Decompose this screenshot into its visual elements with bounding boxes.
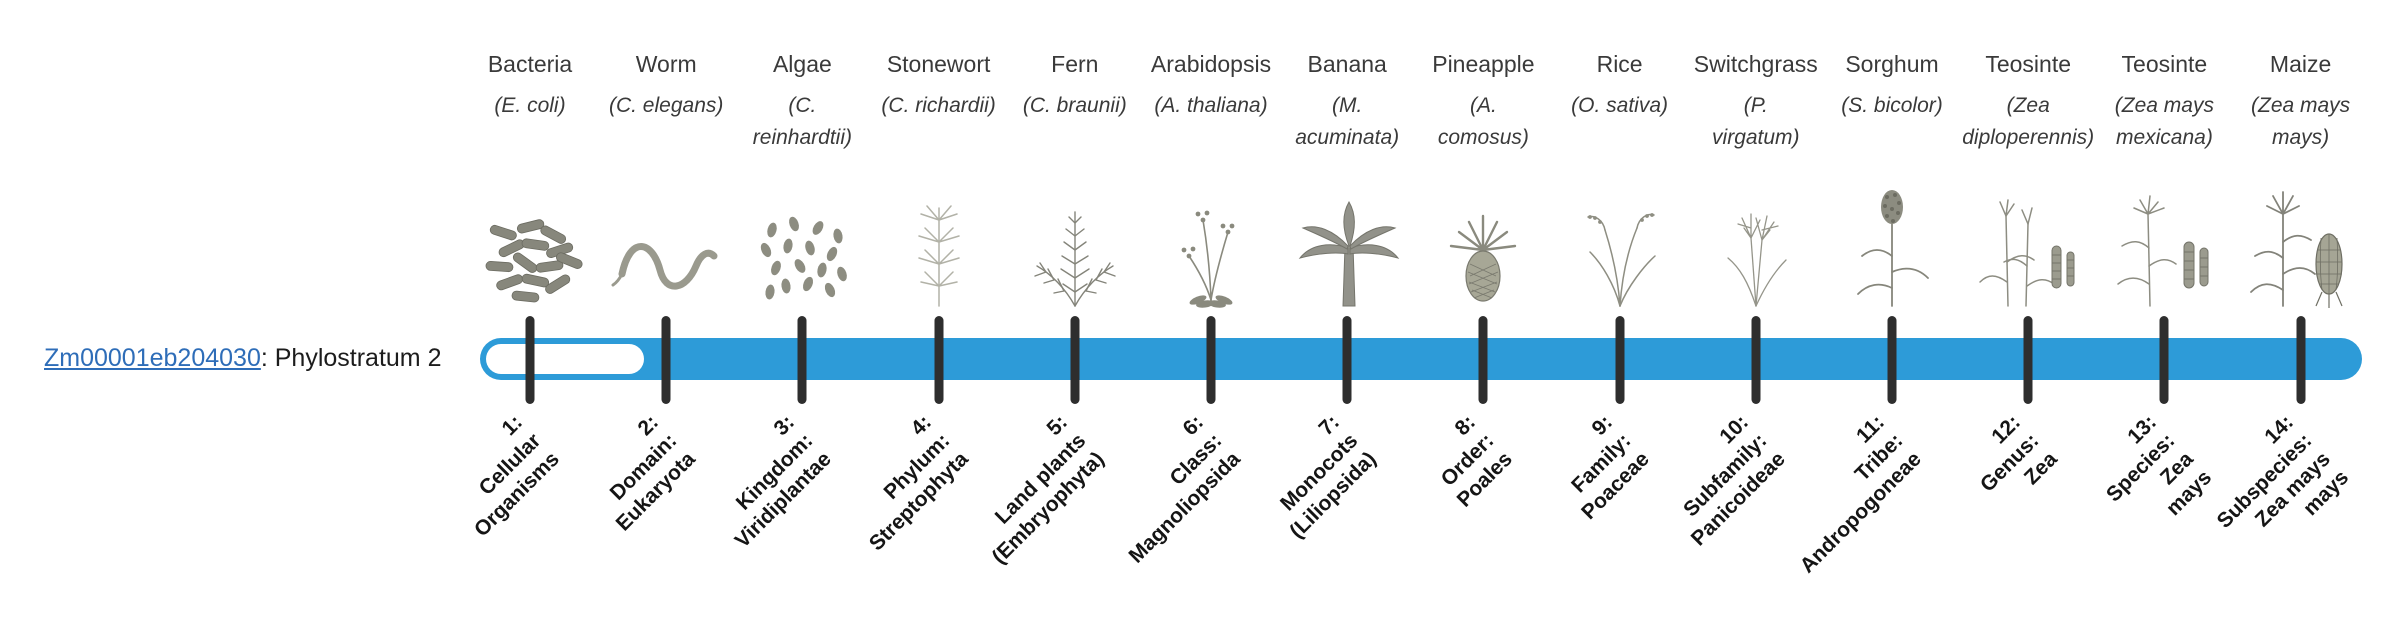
organism-scientific-name: (A. comosus) — [1398, 90, 1568, 154]
scientific-name-line: reinhardtii) — [752, 126, 852, 149]
scientific-name-line: acuminata) — [1295, 126, 1400, 149]
maize-icon — [2236, 168, 2366, 310]
scientific-name-line: (Zea mays — [2251, 94, 2351, 117]
organism-column: Switchgrass (P. virgatum) — [1671, 50, 1841, 307]
phylostratum-tick — [1342, 316, 1352, 404]
phylostratum-tick — [1070, 316, 1080, 404]
phylostratum-tick — [2296, 316, 2306, 404]
organism-scientific-name: (A. thaliana) — [1126, 90, 1296, 122]
organism-column: Bacteria (E. coli) — [445, 50, 615, 303]
organism-column: Teosinte (Zea diploperennis) — [1943, 50, 2113, 307]
sorghum-icon — [1827, 168, 1957, 310]
rice-icon — [1555, 168, 1685, 310]
bacteria-icon — [465, 168, 595, 310]
phylostratum-tick — [1615, 316, 1625, 404]
organism-common-name: Fern — [1051, 51, 1099, 77]
scientific-name-line: (P. — [1743, 94, 1768, 117]
fern-icon — [1010, 168, 1140, 310]
organism-scientific-name: (Zea mays mexicana) — [2079, 90, 2249, 154]
organism-scientific-name: (Zea diploperennis) — [1943, 90, 2113, 154]
organism-common-name: Sorghum — [1845, 51, 1939, 77]
organism-scientific-name: (E. coli) — [445, 90, 615, 122]
phylostratum-tick — [2159, 316, 2169, 404]
scientific-name-line: mexicana) — [2115, 126, 2213, 149]
scientific-name-line: (C. — [788, 94, 817, 117]
phylostratum-tick — [1751, 316, 1761, 404]
gene-phylostratum-text: : Phylostratum 2 — [260, 344, 442, 372]
organism-common-name: Teosinte — [2121, 51, 2208, 77]
scientific-name-line: (M. — [1332, 94, 1363, 117]
phylostratum-tick — [934, 316, 944, 404]
organism-scientific-name: (M. acuminata) — [1262, 90, 1432, 154]
gene-id-link[interactable]: Zm00001eb204030 — [44, 344, 261, 372]
organism-common-name: Bacteria — [487, 51, 573, 77]
organism-scientific-name: (P. virgatum) — [1671, 90, 1841, 154]
switchgrass-icon — [1691, 168, 1821, 310]
scientific-name-line: (C. richardii) — [881, 94, 996, 117]
organism-common-name: Switchgrass — [1693, 51, 1818, 77]
phylostratum-tick — [661, 316, 671, 404]
organism-common-name: Rice — [1596, 51, 1643, 77]
worm-icon — [601, 168, 731, 310]
organism-common-name: Algae — [772, 51, 832, 77]
organism-common-name: Stonewort — [886, 51, 991, 77]
scientific-name-line: virgatum) — [1712, 126, 1800, 149]
scientific-name-line: (Zea mays — [2114, 94, 2214, 117]
organism-scientific-name: (Zea mays mays) — [2216, 90, 2386, 154]
organism-column: Stonewort (C. richardii) — [854, 50, 1024, 307]
organism-scientific-name: (C. elegans) — [581, 90, 751, 122]
scientific-name-line: (A. thaliana) — [1154, 94, 1268, 117]
organism-column: Teosinte (Zea mays mexicana) — [2079, 50, 2249, 307]
scientific-name-line: comosus) — [1437, 126, 1529, 149]
organism-common-name: Teosinte — [1985, 51, 2072, 77]
scientific-name-line: (C. braunii) — [1022, 94, 1127, 117]
scientific-name-line: (O. sativa) — [1571, 94, 1669, 117]
organism-column: Algae (C. reinhardtii) — [717, 50, 887, 300]
organism-column: Worm (C. elegans) — [581, 50, 751, 290]
phylostratum-tick — [1478, 316, 1488, 404]
banana-icon — [1282, 168, 1412, 310]
scientific-name-line: (Zea — [2006, 94, 2050, 117]
phylostratum-tick — [1887, 316, 1897, 404]
organism-common-name: Maize — [2269, 51, 2332, 77]
scientific-name-line: (E. coli) — [494, 94, 566, 117]
organism-common-name: Worm — [635, 51, 697, 77]
organism-scientific-name: (C. braunii) — [990, 90, 1160, 122]
organism-column: Arabidopsis (A. thaliana) — [1126, 50, 1296, 308]
scientific-name-line: (A. — [1469, 94, 1497, 117]
organism-column: Sorghum (S. bicolor) — [1807, 50, 1977, 307]
organism-column: Banana (M. acuminata) — [1262, 50, 1432, 307]
organism-scientific-name: (O. sativa) — [1535, 90, 1705, 122]
stonewort-icon — [874, 168, 1004, 310]
organism-column: Maize (Zea mays mays) — [2216, 50, 2386, 308]
organism-common-name: Arabidopsis — [1150, 51, 1272, 77]
bar-unfilled-segment — [486, 344, 644, 374]
gene-label: Zm00001eb204030: Phylostratum 2 — [44, 344, 442, 373]
pineapple-icon — [1418, 168, 1548, 310]
phylostratum-tick — [525, 316, 535, 404]
organism-column: Pineapple (A. comosus) — [1398, 50, 1568, 302]
phylostratum-tick — [797, 316, 807, 404]
organism-common-name: Banana — [1307, 51, 1387, 77]
organism-scientific-name: (C. reinhardtii) — [717, 90, 887, 154]
scientific-name-line: (C. elegans) — [608, 94, 724, 117]
organism-scientific-name: (C. richardii) — [854, 90, 1024, 122]
scientific-name-line: (S. bicolor) — [1841, 94, 1943, 117]
teosinte-diplo-icon — [1963, 168, 2093, 310]
arabidopsis-icon — [1146, 168, 1276, 310]
phylostrata-bar — [480, 338, 2362, 380]
organism-common-name: Pineapple — [1432, 51, 1535, 77]
phylostrata-figure: Zm00001eb204030: Phylostratum 2 Bacteria… — [44, 50, 2386, 578]
phylostratum-tick — [1206, 316, 1216, 404]
organism-column: Fern (C. braunii) — [990, 50, 1160, 307]
algae-icon — [737, 168, 867, 310]
organism-scientific-name: (S. bicolor) — [1807, 90, 1977, 122]
teosinte-mexicana-icon — [2099, 168, 2229, 310]
scientific-name-line: diploperennis) — [1962, 126, 2095, 149]
scientific-name-line: mays) — [2272, 126, 2330, 149]
phylostratum-tick — [2023, 316, 2033, 404]
organism-column: Rice (O. sativa) — [1535, 50, 1705, 307]
